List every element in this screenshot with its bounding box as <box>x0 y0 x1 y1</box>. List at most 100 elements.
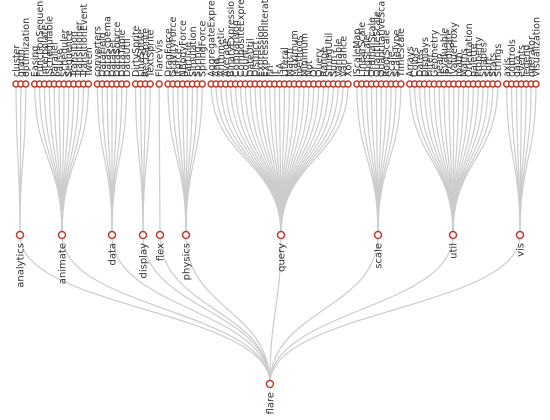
leaf-label: math <box>454 52 465 77</box>
leaf-label: TimeScale <box>396 28 407 78</box>
leaf-label: DateUtil <box>246 38 257 77</box>
leaf-label: TextSprite <box>146 29 157 78</box>
leaf-node[interactable] <box>397 80 405 88</box>
leaf-node[interactable] <box>494 80 502 88</box>
group-node[interactable] <box>107 230 117 240</box>
leaf-label: legend <box>522 45 533 77</box>
group-node[interactable] <box>155 230 165 240</box>
root-link <box>61 234 271 385</box>
leaf-label: Dates <box>415 49 426 77</box>
root-node[interactable] <box>265 379 275 389</box>
leaf-node[interactable] <box>198 80 206 88</box>
group-node[interactable] <box>57 230 67 240</box>
leaf-label: palette <box>469 43 480 77</box>
leaf-label: FlareVis <box>154 40 165 77</box>
leaf-label: Maximum <box>290 30 301 77</box>
leaf-label: Distinct <box>250 40 261 77</box>
leaf-label: LogScale <box>362 34 373 77</box>
group-label: vis <box>516 243 527 257</box>
leaf-label: And <box>211 58 222 77</box>
leaf-label: StringUtil <box>324 33 335 77</box>
leaf-link <box>19 83 27 236</box>
leaf-label: Expression <box>255 25 266 77</box>
leaf-link <box>433 83 454 236</box>
group-node[interactable] <box>181 230 191 240</box>
root-link <box>142 234 271 385</box>
leaf-link <box>452 83 499 236</box>
root-link <box>111 234 271 385</box>
leaf-label: RectSprite <box>141 28 152 77</box>
group-node[interactable] <box>448 230 458 240</box>
leaf-label: SpringForce <box>198 20 209 77</box>
root-link <box>269 234 521 385</box>
group-label: analytics <box>16 243 27 288</box>
group-node[interactable] <box>373 230 383 240</box>
leaf-label: IEvaluable <box>439 28 450 77</box>
leaf-label: Colors <box>410 47 421 77</box>
group-node[interactable] <box>515 230 525 240</box>
group-node[interactable] <box>276 230 286 240</box>
leaf-label: Minimum <box>299 33 310 77</box>
leaf-label: Property <box>474 36 485 77</box>
leaf-label: Or <box>309 66 320 77</box>
leaf-label: methods <box>294 35 305 77</box>
group-label: query <box>277 243 288 272</box>
leaf-label: DataSet <box>107 38 118 77</box>
leaf-label: Displays <box>420 37 431 77</box>
leaf-label: Not <box>304 60 315 77</box>
leaf-label: Visualization <box>531 17 542 77</box>
leaf-label: Maths <box>459 48 470 77</box>
root-link <box>185 234 271 385</box>
root-link <box>269 234 379 385</box>
leaf-label: Literal <box>280 47 291 77</box>
leaf-label: Filter <box>425 53 436 77</box>
leaf-label: QuantileScale <box>372 11 383 77</box>
leaf-label: data <box>512 56 523 77</box>
root-link <box>159 234 271 385</box>
group-node[interactable] <box>138 230 148 240</box>
leaf-link <box>111 83 128 236</box>
leaf-label: IValueProxy <box>449 22 460 77</box>
leaf-label: converters <box>93 26 104 77</box>
group-label: data <box>108 243 119 266</box>
leaf-label: AggregateExpression <box>206 0 217 77</box>
leaf-label: Easing <box>30 46 41 77</box>
leaf-node[interactable] <box>84 80 93 88</box>
leaf-label: IsA <box>275 62 286 77</box>
leaf-node[interactable] <box>532 80 540 88</box>
leaf-label: Average <box>221 38 232 77</box>
leaf-link <box>452 83 479 236</box>
root-link <box>19 234 271 385</box>
leaf-link <box>361 83 379 236</box>
leaf-label: Orientation <box>464 23 475 77</box>
group-label: flex <box>156 243 167 261</box>
leaf-link <box>106 83 113 236</box>
leaf-node[interactable] <box>344 80 352 88</box>
leaf-node[interactable] <box>155 80 163 88</box>
leaf-label: graph <box>16 49 27 77</box>
group-node[interactable] <box>15 230 25 240</box>
group-label: scale <box>374 243 385 269</box>
leaf-label: Scheduler <box>59 29 70 77</box>
root-link <box>269 234 454 385</box>
leaf-node[interactable] <box>122 80 131 88</box>
leaf-link <box>61 83 90 236</box>
leaf-label: axis <box>502 58 513 77</box>
leaf-label: Range <box>319 47 330 77</box>
leaf-label: ScaleType <box>391 29 402 77</box>
leaf-label: If <box>270 70 281 77</box>
leaf-node[interactable] <box>146 80 154 88</box>
leaf-node[interactable] <box>22 80 30 88</box>
leaf-label: Query <box>314 48 325 77</box>
leaf-link <box>377 83 402 236</box>
leaf-label: Sequence <box>64 30 75 77</box>
leaf-label: Parallel <box>50 42 61 77</box>
leaf-label: Particle <box>183 42 194 77</box>
leaf-label: Transitioner <box>74 21 85 78</box>
leaf-label: cluster <box>11 45 22 77</box>
leaf-label: IPredicate <box>444 30 455 77</box>
leaf-label: Scale <box>386 51 397 77</box>
leaf-label: Xor <box>343 61 354 77</box>
leaf-label: Arrays <box>405 46 416 77</box>
